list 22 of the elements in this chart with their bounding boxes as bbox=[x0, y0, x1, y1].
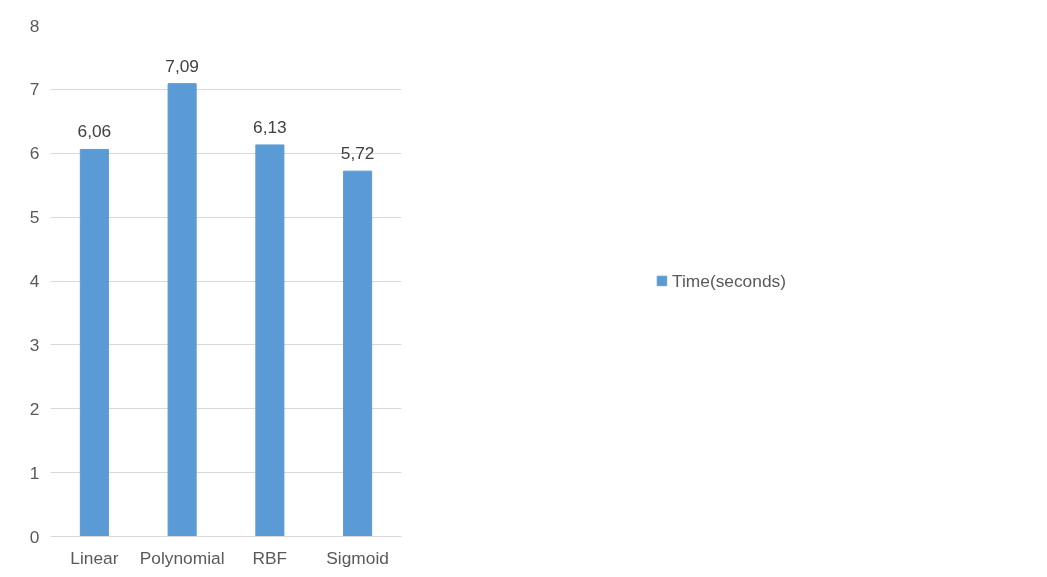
data-label: 7,09 bbox=[165, 55, 199, 76]
x-tick-label: RBF bbox=[252, 547, 288, 568]
legend-label: Time(seconds) bbox=[672, 270, 786, 291]
y-tick-label: 7 bbox=[29, 79, 40, 100]
bar bbox=[343, 170, 373, 537]
data-label: 5,72 bbox=[340, 143, 375, 164]
bar bbox=[255, 144, 285, 537]
y-tick-label: 4 bbox=[29, 271, 40, 291]
y-tick-label: 2 bbox=[29, 398, 40, 419]
y-tick-label: 8 bbox=[29, 15, 40, 36]
y-tick-label: 5 bbox=[29, 207, 40, 228]
y-tick-label: 6 bbox=[29, 143, 40, 164]
x-tick-label: Polynomial bbox=[139, 547, 225, 568]
data-label: 6,13 bbox=[253, 116, 287, 137]
y-tick-label: 1 bbox=[29, 462, 40, 483]
y-tick-label: 3 bbox=[29, 334, 40, 355]
bar bbox=[79, 148, 109, 537]
x-tick-label: Sigmoid bbox=[326, 547, 389, 568]
bar bbox=[167, 83, 197, 537]
data-label: 6,06 bbox=[77, 121, 112, 142]
x-tick-label: Linear bbox=[70, 547, 119, 568]
y-tick-label: 0 bbox=[29, 526, 40, 547]
